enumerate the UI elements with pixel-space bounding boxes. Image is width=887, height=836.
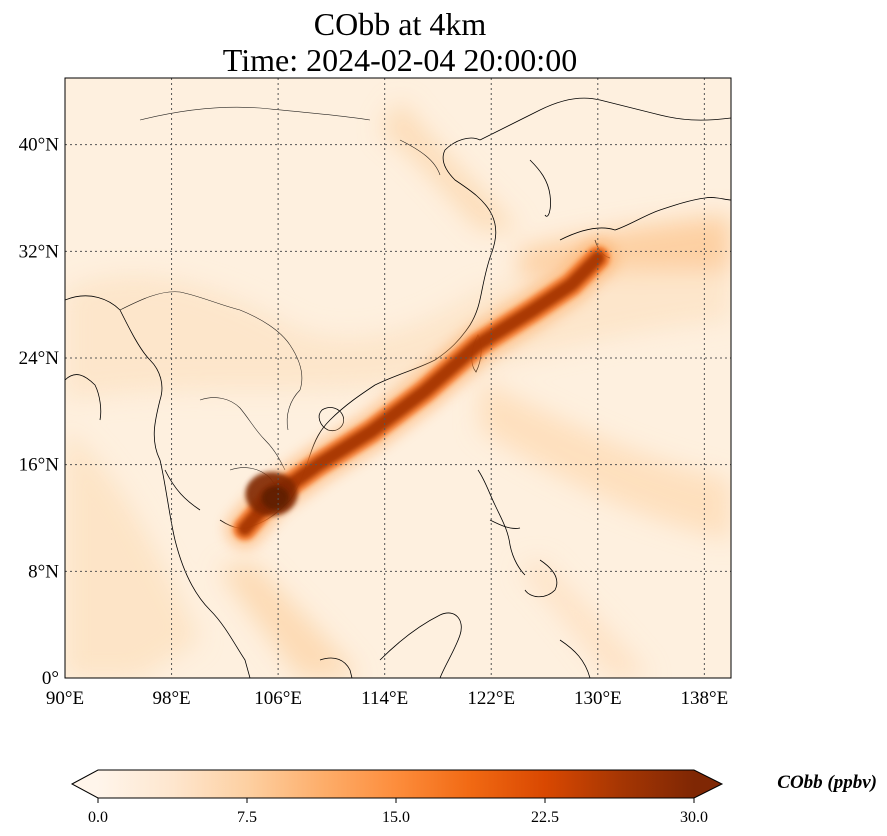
- lon-tick-labels: 90°E 98°E 106°E 114°E 122°E 130°E 138°E: [46, 688, 728, 709]
- colorbar-ticks: 0.0 7.5 15.0 22.5 30.0: [88, 798, 708, 826]
- colorbar-tick-label: 22.5: [531, 809, 559, 826]
- lon-tick-label: 114°E: [361, 688, 408, 709]
- colorbar-title: CObb (ppbv): [777, 772, 877, 793]
- map-plot-area: [65, 78, 731, 678]
- colorbar-tick-label: 7.5: [237, 809, 257, 826]
- colorbar: 0.0 7.5 15.0 22.5 30.0 CObb (ppbv): [70, 769, 877, 826]
- lat-tick-label: 24°N: [19, 348, 60, 369]
- smoke-plume: [224, 238, 618, 549]
- lat-tick-label: 0°: [42, 668, 59, 689]
- colorbar-tick-label: 30.0: [680, 809, 708, 826]
- map-subtitle-time: Time: 2024-02-04 20:00:00: [222, 42, 578, 78]
- lon-tick-label: 138°E: [681, 688, 729, 709]
- map-title: CObb at 4km: [313, 6, 487, 42]
- lon-tick-label: 90°E: [46, 688, 84, 709]
- lat-tick-label: 32°N: [19, 241, 60, 262]
- lon-tick-label: 130°E: [574, 688, 622, 709]
- colorbar-tick-label: 15.0: [382, 809, 410, 826]
- colorbar-tick-label: 0.0: [88, 809, 108, 826]
- map-frame: [64, 77, 732, 679]
- gridlines: [65, 78, 731, 678]
- lon-tick-label: 106°E: [254, 688, 302, 709]
- lon-tick-label: 122°E: [467, 688, 515, 709]
- colorbar-extend-min: [72, 770, 98, 798]
- lat-tick-labels: 0° 8°N 16°N 24°N 32°N 40°N: [19, 135, 60, 689]
- country-borders: [119, 106, 441, 511]
- colorbar-extend-max: [694, 770, 722, 798]
- lat-tick-label: 40°N: [19, 135, 60, 156]
- colorbar-gradient: [98, 770, 694, 798]
- plume-source-core: [261, 486, 290, 510]
- lat-tick-label: 16°N: [19, 455, 60, 476]
- lon-tick-label: 98°E: [152, 688, 190, 709]
- lat-tick-label: 8°N: [28, 561, 59, 582]
